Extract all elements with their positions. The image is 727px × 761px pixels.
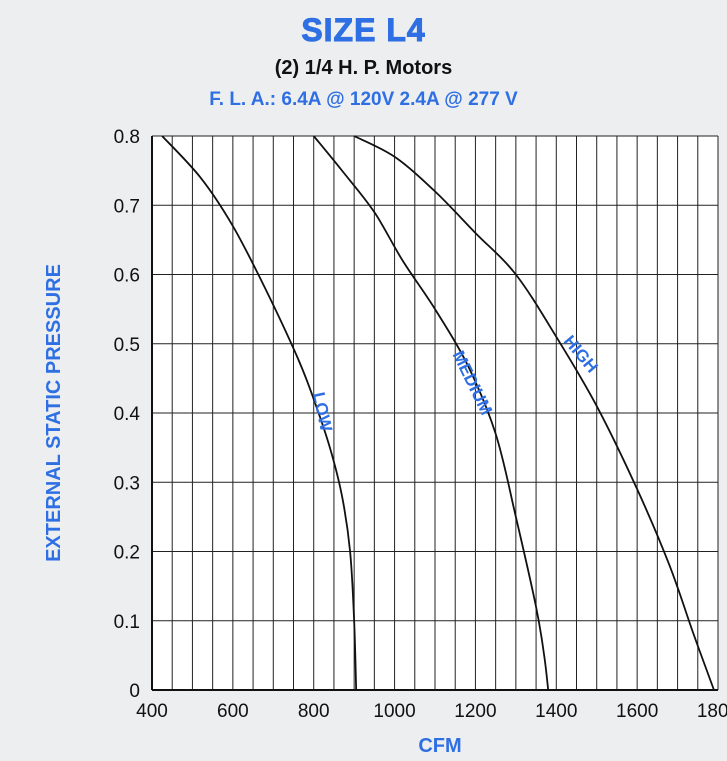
y-tick-label: 0.2 <box>114 543 140 564</box>
x-tick-label: 600 <box>217 701 249 722</box>
series-lines <box>161 135 715 691</box>
chart-title: SIZE L4 <box>301 12 426 49</box>
x-tick-label: 1200 <box>454 701 496 722</box>
y-tick-label: 0.5 <box>114 335 140 356</box>
x-tick-label: 1600 <box>616 701 658 722</box>
series-line-medium <box>313 135 550 691</box>
x-tick-label: 1000 <box>373 701 415 722</box>
series-line-low <box>161 135 358 691</box>
y-tick-label: 0 <box>129 681 140 702</box>
series-line-high <box>353 135 715 691</box>
x-axis-label: CFM <box>418 735 461 757</box>
y-tick-label: 0.4 <box>114 404 141 425</box>
x-tick-label: 1400 <box>535 701 577 722</box>
y-tick-label: 0.6 <box>114 266 140 287</box>
y-tick-label: 0.7 <box>114 196 140 217</box>
x-tick-label: 800 <box>298 701 330 722</box>
grid <box>151 135 719 691</box>
x-tick-label: 400 <box>136 701 168 722</box>
chart-subtitle: (2) 1/4 H. P. Motors <box>274 57 453 79</box>
y-tick-label: 0.1 <box>114 612 140 633</box>
y-axis-label: EXTERNAL STATIC PRESSURE <box>43 264 65 562</box>
y-tick-label: 0.3 <box>114 473 140 494</box>
y-tick-label: 0.8 <box>114 127 140 148</box>
chart-info: F. L. A.: 6.4A @ 120V 2.4A @ 277 V <box>209 89 518 110</box>
